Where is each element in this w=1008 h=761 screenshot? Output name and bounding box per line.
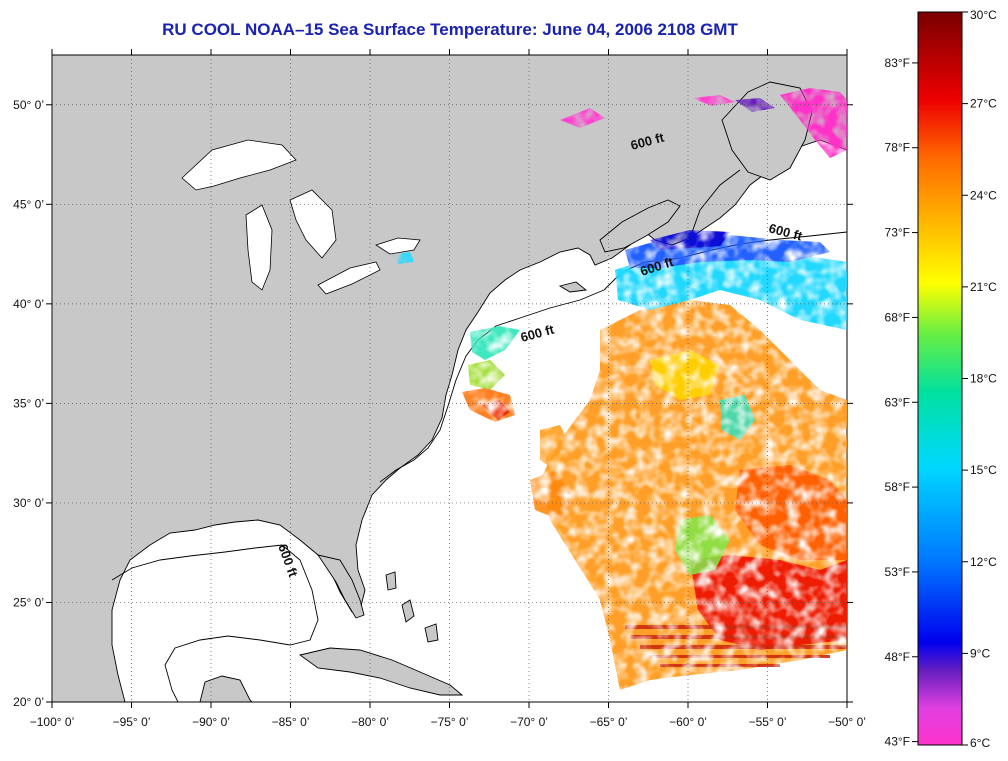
lon-tick-label: −75° 0’ — [431, 715, 469, 729]
colorbar-label-celsius: 18°C — [970, 372, 997, 386]
lat-tick-label: 20° 0’ — [13, 695, 44, 709]
bahamas-land — [385, 571, 439, 643]
great-lakes — [181, 139, 421, 295]
colorbar: 30°C 27°C 24°C 21°C 18°C 15°C 12°C 9°C 6°C 83°F 7… — [885, 8, 998, 750]
lake-huron — [289, 189, 337, 259]
colorbar-label-fahrenheit: 48°F — [885, 650, 910, 664]
colorbar-label-fahrenheit: 43°F — [885, 735, 910, 749]
colorbar-label-celsius: 30°C — [970, 8, 997, 22]
nova-scotia-land — [599, 199, 681, 253]
colorbar-label-fahrenheit: 83°F — [885, 56, 910, 70]
lon-tick-label: −85° 0’ — [272, 715, 310, 729]
lake-erie — [317, 261, 381, 295]
colorbar-label-celsius: 21°C — [970, 280, 997, 294]
lake-michigan — [245, 204, 273, 291]
lat-tick-label: 40° 0’ — [13, 297, 44, 311]
lake-superior — [181, 139, 297, 191]
lon-tick-label: −100° 0’ — [30, 715, 75, 729]
lake-ontario — [375, 237, 421, 255]
colorbar-label-fahrenheit: 53°F — [885, 565, 910, 579]
colorbar-label-fahrenheit: 58°F — [885, 480, 910, 494]
lon-tick-label: −70° 0’ — [510, 715, 548, 729]
colorbar-celsius-labels: 30°C 27°C 24°C 21°C 18°C 15°C 12°C 9°C 6°C — [962, 8, 997, 750]
lon-tick-label: −95° 0’ — [113, 715, 151, 729]
yucatan-land — [199, 675, 253, 702]
lat-tick-label: 25° 0’ — [13, 595, 44, 609]
lon-tick-label: −90° 0’ — [192, 715, 230, 729]
colorbar-label-celsius: 24°C — [970, 188, 997, 202]
colorbar-label-fahrenheit: 78°F — [885, 141, 910, 155]
longitude-axis: −100° 0’ −95° 0’ −90° 0’ −85° 0’ −80° 0’ −75°… — [30, 49, 866, 729]
colorbar-label-celsius: 12°C — [970, 555, 997, 569]
colorbar-label-fahrenheit: 68°F — [885, 310, 910, 324]
lon-tick-label: −60° 0’ — [669, 715, 707, 729]
lat-tick-label: 50° 0’ — [13, 98, 44, 112]
colorbar-label-fahrenheit: 73°F — [885, 226, 910, 240]
lat-tick-label: 30° 0’ — [13, 496, 44, 510]
colorbar-gradient — [917, 11, 963, 746]
map-title: RU COOL NOAA–15 Sea Surface Temperature:… — [162, 20, 738, 39]
cuba-land — [298, 647, 464, 696]
sst-swath — [392, 88, 847, 690]
lon-tick-label: −80° 0’ — [351, 715, 389, 729]
lon-tick-label: −55° 0’ — [749, 715, 787, 729]
colorbar-label-celsius: 6°C — [970, 736, 990, 750]
colorbar-fahrenheit-labels: 83°F 78°F 73°F 68°F 63°F 58°F 53°F 48°F 43°F — [885, 56, 918, 749]
colorbar-label-celsius: 9°C — [970, 646, 990, 660]
colorbar-label-fahrenheit: 63°F — [885, 395, 910, 409]
colorbar-label-celsius: 27°C — [970, 97, 997, 111]
lon-tick-label: −65° 0’ — [590, 715, 628, 729]
latitude-axis: 20° 0’ 25° 0’ 30° 0’ 35° 0’ 40° 0’ 45° 0’ 50° … — [13, 98, 853, 709]
lat-tick-label: 45° 0’ — [13, 197, 44, 211]
cape-cod-land — [558, 281, 588, 293]
colorbar-label-celsius: 15°C — [970, 463, 997, 477]
lat-tick-label: 35° 0’ — [13, 396, 44, 410]
map-grid — [52, 55, 847, 702]
lon-tick-label: −50° 0’ — [828, 715, 866, 729]
